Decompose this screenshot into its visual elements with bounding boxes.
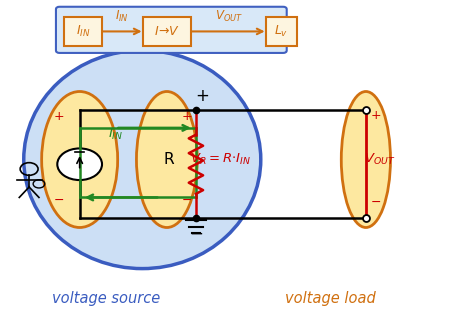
Ellipse shape (24, 50, 261, 269)
Ellipse shape (341, 92, 391, 227)
Ellipse shape (136, 92, 197, 227)
Text: $V_{OUT}$: $V_{OUT}$ (215, 8, 243, 24)
Text: $V_{OUT}$: $V_{OUT}$ (364, 152, 395, 167)
Text: voltage source: voltage source (52, 291, 161, 306)
Circle shape (57, 148, 102, 180)
Text: −: − (182, 194, 192, 207)
Text: +: + (53, 110, 64, 123)
FancyBboxPatch shape (266, 17, 297, 46)
Text: $\mathit{I}_{IN}$: $\mathit{I}_{IN}$ (76, 24, 90, 39)
Text: −: − (54, 194, 64, 207)
Text: $V_R = R{\cdot}I_{IN}$: $V_R = R{\cdot}I_{IN}$ (190, 152, 251, 167)
Text: −: − (371, 196, 382, 209)
FancyBboxPatch shape (56, 7, 287, 53)
Text: $I\!\rightarrow\!V$: $I\!\rightarrow\!V$ (154, 25, 180, 38)
FancyBboxPatch shape (64, 17, 102, 46)
Ellipse shape (42, 92, 117, 227)
Text: $\mathit{I}_{IN}$: $\mathit{I}_{IN}$ (108, 127, 123, 142)
Text: voltage load: voltage load (285, 291, 375, 306)
Text: $I_{IN}$: $I_{IN}$ (115, 8, 129, 24)
FancyBboxPatch shape (143, 17, 191, 46)
Text: $L_v$: $L_v$ (274, 24, 288, 39)
Text: R: R (164, 152, 175, 167)
Text: +: + (371, 109, 382, 122)
Text: +: + (195, 87, 209, 105)
Text: −: − (189, 225, 203, 243)
Text: +: + (182, 110, 192, 123)
